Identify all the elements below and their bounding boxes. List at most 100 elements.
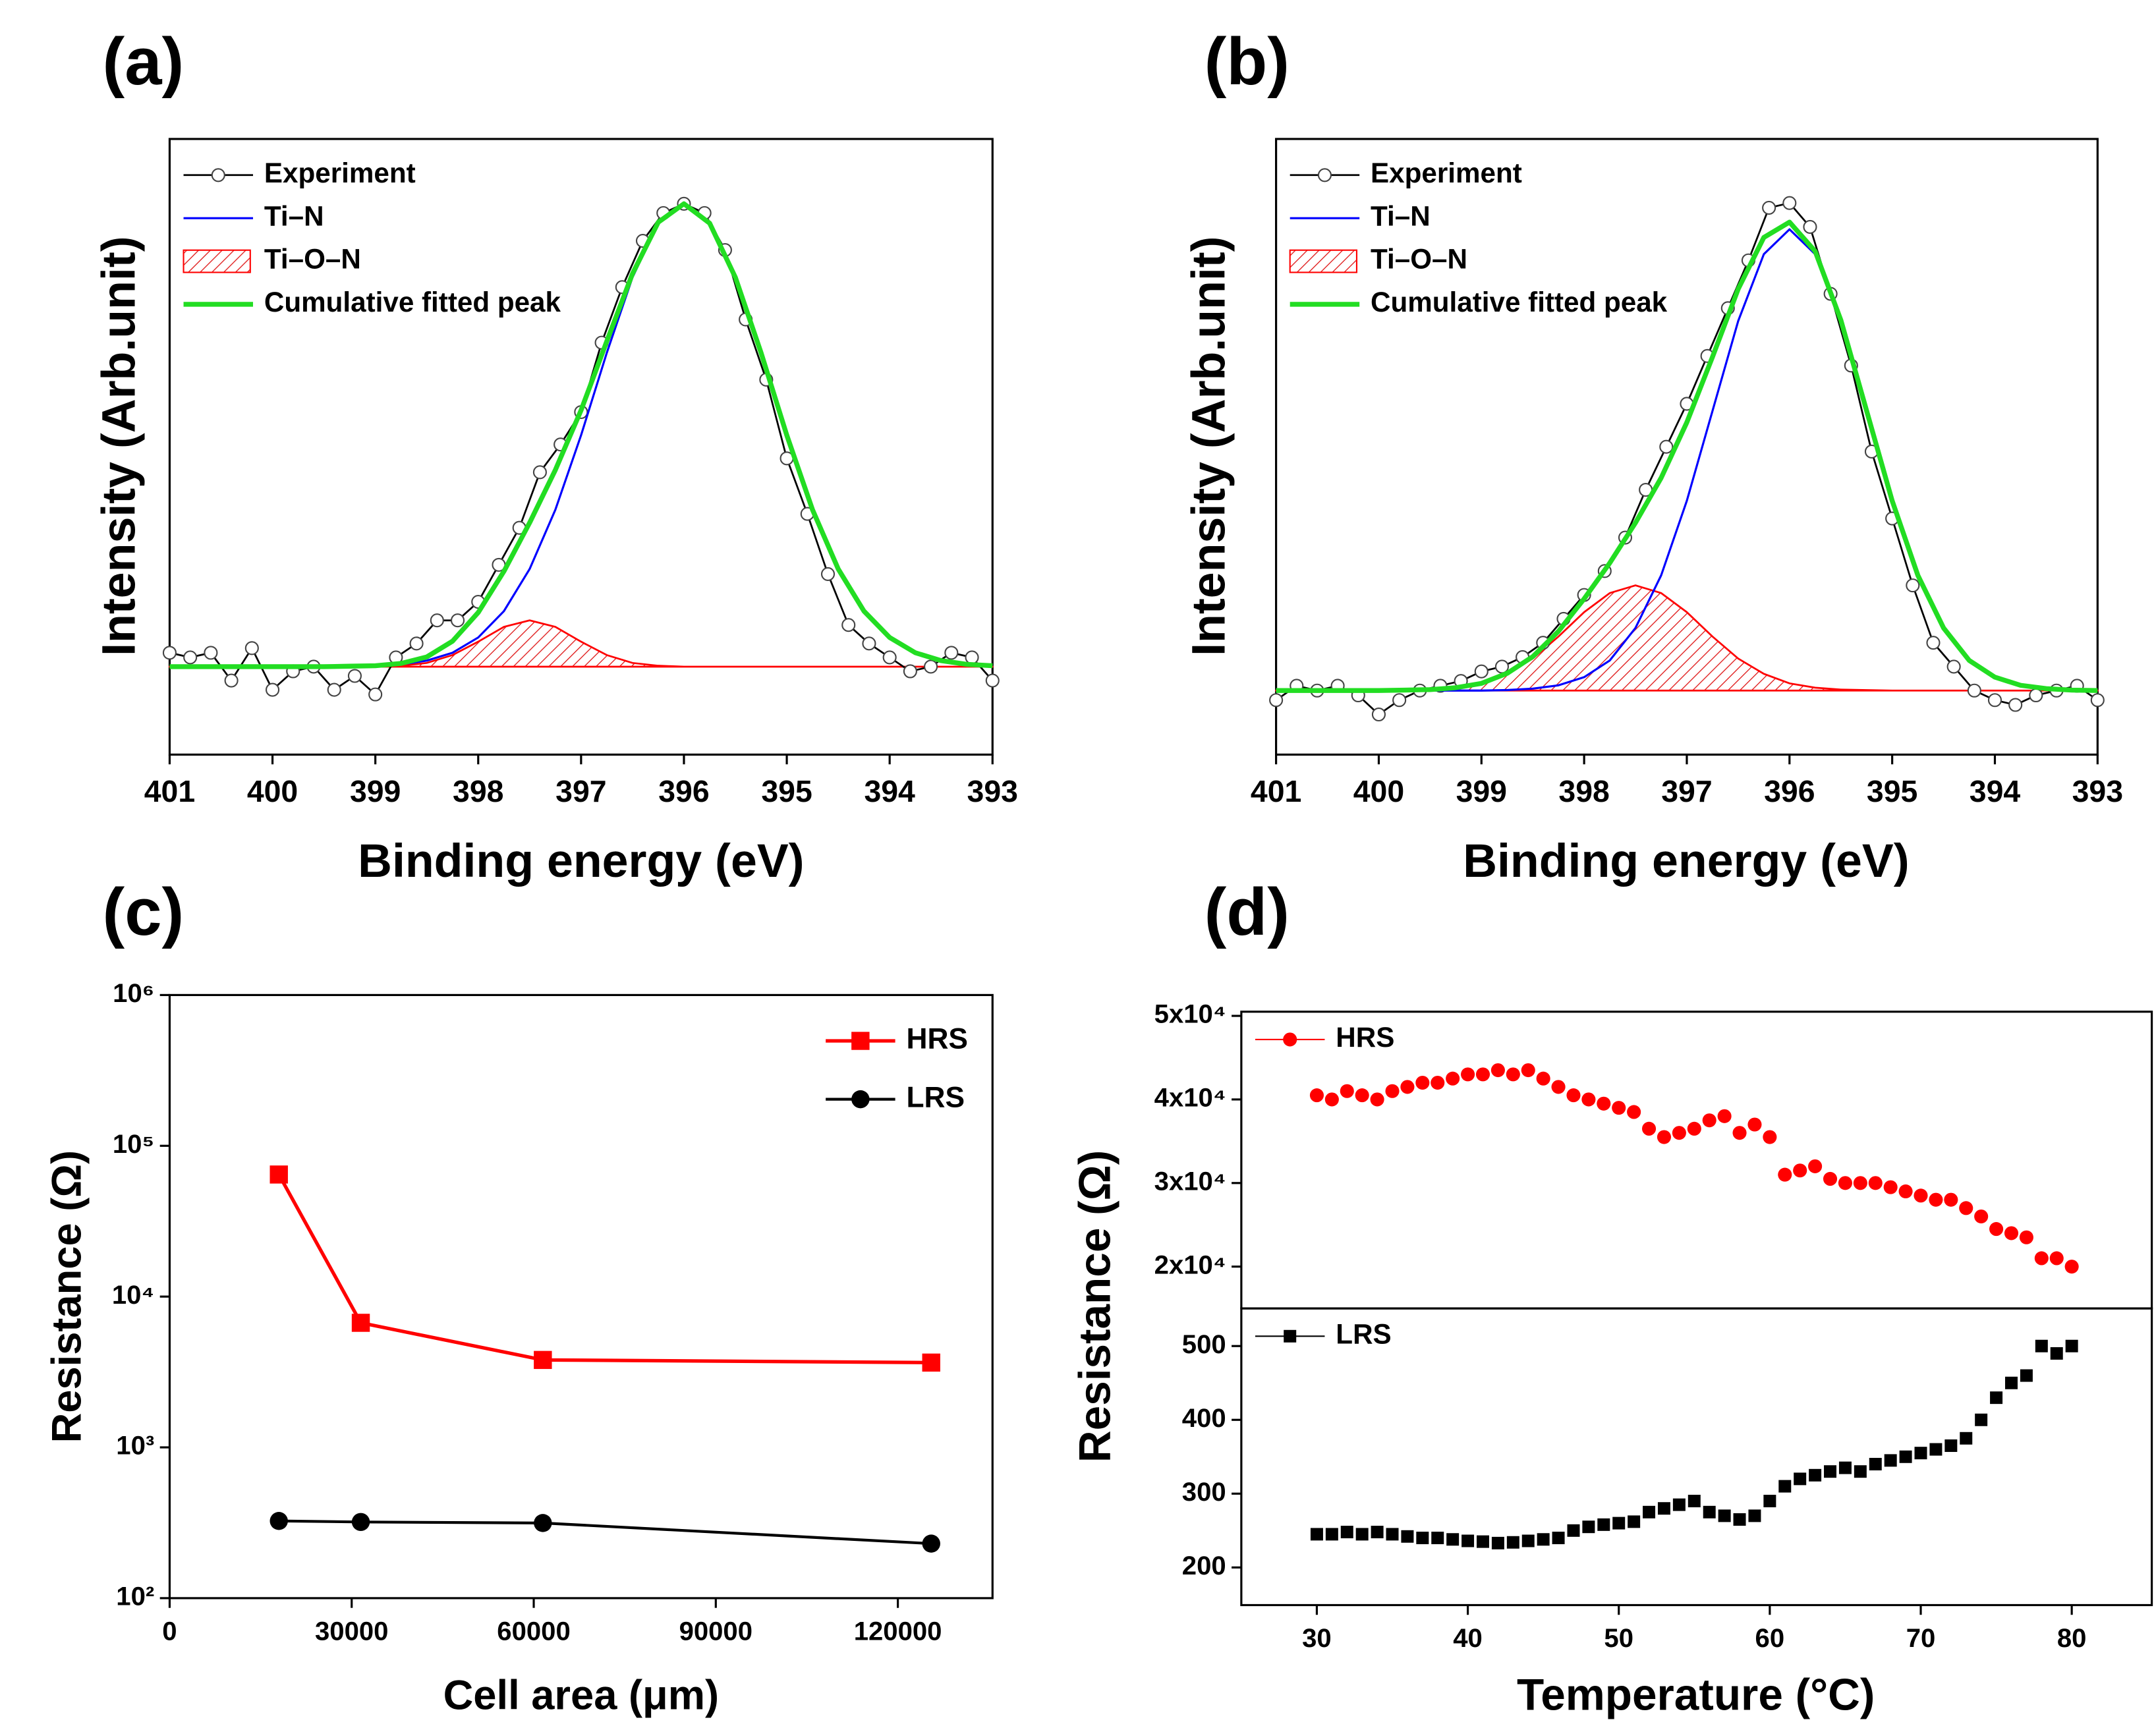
- marker: [1854, 1465, 1867, 1478]
- marker: [1490, 1063, 1505, 1078]
- marker: [1869, 1457, 1882, 1470]
- marker: [430, 613, 444, 628]
- legend-marker: [1289, 249, 1358, 273]
- x-tick-label: 50: [1604, 1624, 1633, 1653]
- marker: [1521, 1063, 1535, 1078]
- x-tick-label: 40: [1453, 1624, 1483, 1653]
- x-axis-label: Temperature (°C): [1517, 1671, 1875, 1720]
- marker: [2020, 1369, 2033, 1382]
- y-tick-label: 5x10⁴: [1154, 1000, 1226, 1029]
- marker: [1688, 1495, 1701, 1507]
- marker: [1400, 1080, 1415, 1094]
- marker: [924, 659, 938, 674]
- marker: [985, 673, 1000, 688]
- marker: [882, 650, 897, 665]
- marker: [1974, 1209, 1989, 1224]
- x-tick-label: 401: [144, 774, 195, 808]
- marker: [1628, 1515, 1641, 1528]
- y-axis-label: Intensity (Arb.unit): [93, 236, 146, 655]
- marker: [1386, 1528, 1399, 1541]
- marker: [1612, 1517, 1626, 1530]
- series-line: [1276, 219, 2098, 693]
- legend-marker: [1317, 168, 1332, 182]
- marker: [2035, 1339, 2048, 1352]
- marker: [270, 1512, 288, 1530]
- marker: [1883, 1180, 1898, 1194]
- marker: [1325, 1528, 1338, 1541]
- marker: [224, 673, 239, 688]
- marker: [1884, 1454, 1897, 1467]
- x-tick-label: 399: [350, 774, 401, 808]
- marker: [1392, 693, 1407, 708]
- y-axis-label: Resistance (Ω): [43, 1150, 90, 1443]
- series-line: [277, 1173, 932, 1364]
- marker: [1782, 196, 1797, 210]
- marker: [1269, 693, 1284, 708]
- marker: [1989, 1222, 2004, 1237]
- y-tick-label: 10⁵: [113, 1130, 154, 1159]
- plot-frame: [1240, 1307, 2153, 1607]
- marker: [1793, 1163, 1807, 1178]
- x-tick-label: 401: [1251, 774, 1301, 808]
- x-tick-label: 398: [1558, 774, 1609, 808]
- marker: [2034, 1251, 2049, 1266]
- marker: [1506, 1067, 1520, 1082]
- y-tick-label: 2x10⁴: [1154, 1250, 1226, 1279]
- marker: [1340, 1526, 1353, 1539]
- marker: [820, 567, 836, 581]
- marker: [351, 1314, 370, 1332]
- x-tick-label: 396: [658, 774, 709, 808]
- marker: [1778, 1167, 1792, 1182]
- marker: [1914, 1188, 1928, 1203]
- marker: [1899, 1450, 1912, 1463]
- x-axis-label: Binding energy (eV): [358, 835, 804, 887]
- marker: [1763, 1130, 1777, 1144]
- x-tick-label: 90000: [679, 1617, 752, 1646]
- marker: [1643, 1505, 1656, 1518]
- x-axis-label: Binding energy (eV): [1463, 835, 1909, 887]
- marker: [2004, 1226, 2019, 1240]
- marker: [1474, 664, 1489, 679]
- marker: [1868, 1176, 1883, 1190]
- marker: [1659, 439, 1674, 454]
- legend-marker: [1283, 1032, 1297, 1047]
- marker: [244, 641, 259, 655]
- marker: [1838, 1461, 1852, 1474]
- y-tick-label: 10³: [116, 1432, 154, 1461]
- y-axis-label: Intensity (Arb.unit): [1183, 236, 1235, 655]
- marker: [183, 650, 198, 665]
- marker: [1355, 1088, 1369, 1103]
- marker: [1718, 1509, 1731, 1522]
- marker: [1853, 1176, 1867, 1190]
- marker: [1657, 1502, 1670, 1515]
- marker: [1401, 1530, 1414, 1543]
- marker: [347, 669, 362, 683]
- marker: [1310, 1528, 1323, 1541]
- panel-label: (c): [102, 875, 184, 949]
- marker: [1808, 1159, 1823, 1173]
- marker: [965, 650, 979, 665]
- marker: [1340, 1084, 1354, 1098]
- marker: [1446, 1071, 1460, 1086]
- panel-label: (b): [1205, 24, 1290, 99]
- y-tick-label: 3x10⁴: [1154, 1167, 1226, 1196]
- marker: [1929, 1443, 1943, 1456]
- y-tick-label: 10⁶: [113, 979, 154, 1008]
- panel-label: (a): [102, 24, 184, 99]
- y-tick-label: 200: [1182, 1551, 1226, 1580]
- marker: [1552, 1532, 1565, 1545]
- marker: [1809, 1468, 1822, 1482]
- marker: [1967, 683, 1981, 698]
- x-tick-label: 60: [1755, 1624, 1785, 1653]
- x-tick-label: 393: [2072, 774, 2123, 808]
- marker: [1944, 1192, 1958, 1207]
- marker: [1747, 1117, 1762, 1132]
- marker: [1946, 659, 1961, 674]
- marker: [1461, 1067, 1475, 1082]
- x-tick-label: 60000: [497, 1617, 570, 1646]
- marker: [162, 646, 177, 660]
- marker: [1987, 693, 2002, 708]
- legend-label: Cumulative fitted peak: [264, 287, 561, 318]
- legend-label: Ti–O–N: [1371, 244, 1467, 275]
